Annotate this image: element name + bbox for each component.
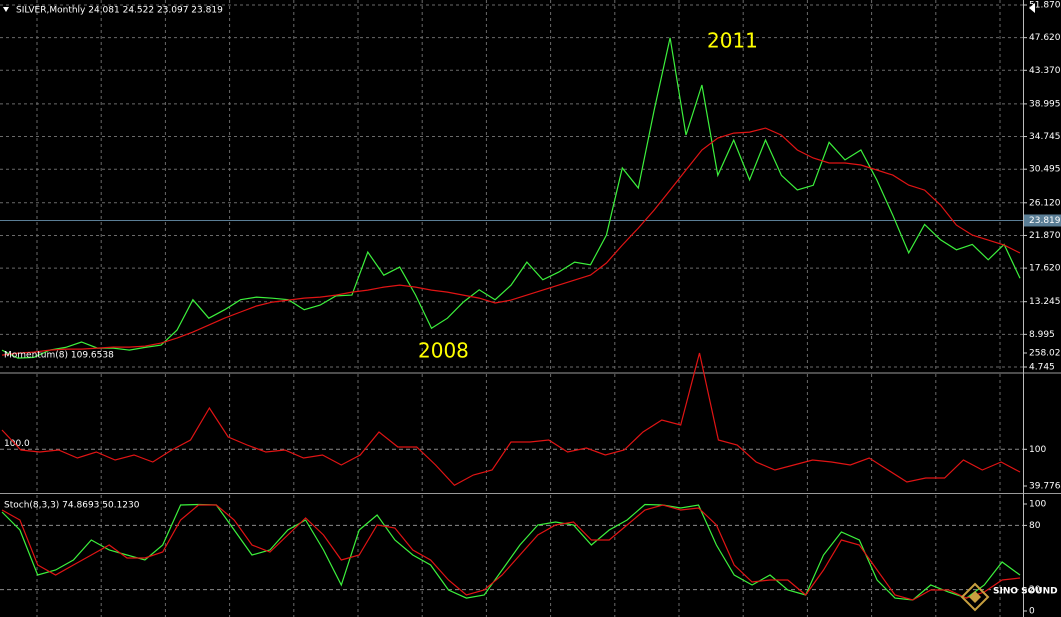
current-price-box xyxy=(1024,214,1061,227)
watermark-logo: SINO SOUND xyxy=(960,582,1058,612)
logo-diamond xyxy=(960,582,990,612)
y-tick-label: 39.7764 xyxy=(1029,482,1061,492)
y-tick-label: 100 xyxy=(1029,445,1046,455)
y-tick-label: 43.370 xyxy=(1029,66,1061,76)
y-tick-label: 30.495 xyxy=(1029,165,1061,175)
y-tick-label: 8.995 xyxy=(1029,330,1055,340)
menu-triangle xyxy=(3,7,9,12)
y-tick-label: 258.028 xyxy=(1029,349,1061,359)
line-series xyxy=(1,503,1021,601)
annotation: 2011 xyxy=(707,29,758,53)
y-tick-label: 34.745 xyxy=(1029,132,1061,142)
level-label: 100.0 xyxy=(4,439,30,449)
watermark-text: SINO SOUND xyxy=(993,587,1058,597)
y-tick-label: 51.870 xyxy=(1029,1,1061,11)
y-tick-label: 26.120 xyxy=(1029,198,1061,208)
y-tick-label: 47.620 xyxy=(1029,33,1061,43)
y-tick-label: 100 xyxy=(1029,500,1046,510)
current-price-label: 23.819 xyxy=(1029,216,1061,226)
line-series xyxy=(1,127,1021,356)
y-tick-label: 20 xyxy=(1029,585,1041,595)
indicator-title: Momentum(8) 109.6538 xyxy=(4,351,114,361)
y-tick-label: 21.870 xyxy=(1029,231,1061,241)
y-tick-label: 0 xyxy=(1029,607,1035,617)
y-tick-label: 4.745 xyxy=(1029,363,1055,373)
y-tick-label: 17.620 xyxy=(1029,264,1061,274)
line-series xyxy=(1,504,1021,601)
chart-title: SILVER,Monthly 24.081 24.522 23.097 23.8… xyxy=(16,6,223,16)
y-tick-label: 13.245 xyxy=(1029,297,1061,307)
line-series xyxy=(1,37,1021,359)
y-tick-label: 38.995 xyxy=(1029,99,1061,109)
line-series xyxy=(1,352,1021,487)
annotation: 2008 xyxy=(418,339,469,363)
logo-core xyxy=(969,591,981,603)
indicator-title: Stoch(8,3,3) 74.8693 50.1230 xyxy=(4,501,140,511)
scroll-marker xyxy=(1029,3,1035,13)
y-tick-label: 80 xyxy=(1029,521,1041,531)
